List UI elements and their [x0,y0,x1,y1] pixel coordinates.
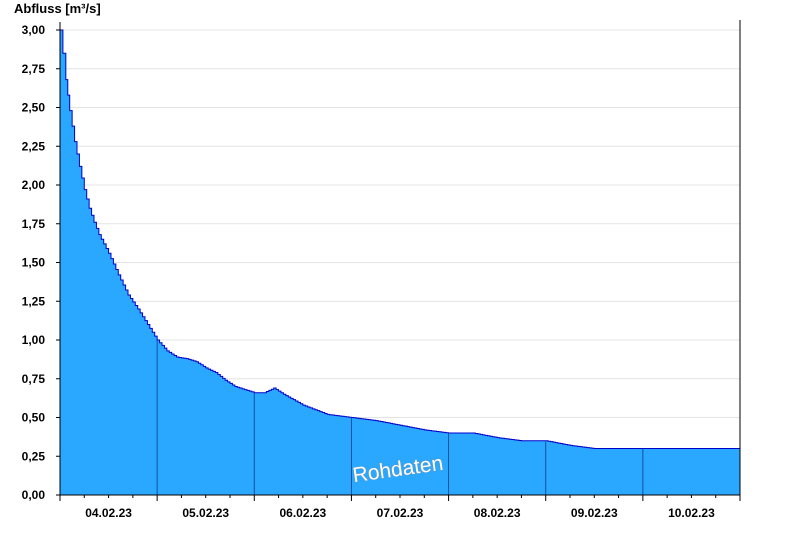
y-tick-label: 2,50 [22,101,46,115]
day-separator-lines [156,340,644,495]
y-tick-label: 0,25 [22,449,46,463]
y-tick-label: 0,50 [22,411,46,425]
y-tick-label: 2,75 [22,62,46,76]
y-tick-label: 3,00 [22,23,46,37]
x-tick-label: 07.02.23 [377,506,424,520]
y-tick-label: 0,75 [22,372,46,386]
x-tick-label: 09.02.23 [571,506,618,520]
y-tick-label: 0,00 [22,488,46,502]
y-axis-title: Abfluss [m³/s] [14,1,101,16]
y-tick-label: 1,25 [22,294,46,308]
x-tick-label: 06.02.23 [279,506,326,520]
discharge-line [60,29,740,449]
y-tick-label: 2,25 [22,139,46,153]
y-tick-label: 2,00 [22,178,46,192]
y-tick-label: 1,75 [22,217,46,231]
plot-area [60,29,740,495]
y-tick-label: 1,00 [22,333,46,347]
y-tick-label: 1,50 [22,256,46,270]
x-axis-ticks: 04.02.23 05.02.23 06.02.23 07.02.23 08.02.23… [59,495,741,520]
x-tick-label: 10.02.23 [668,506,715,520]
x-tick-label: 05.02.23 [182,506,229,520]
x-tick-label: 08.02.23 [474,506,521,520]
x-tick-label: 04.02.23 [85,506,132,520]
y-axis-ticks: 0,00 0,25 0,50 0,75 1,00 1,25 1,50 1,75 2,00 2,25… [22,23,60,502]
